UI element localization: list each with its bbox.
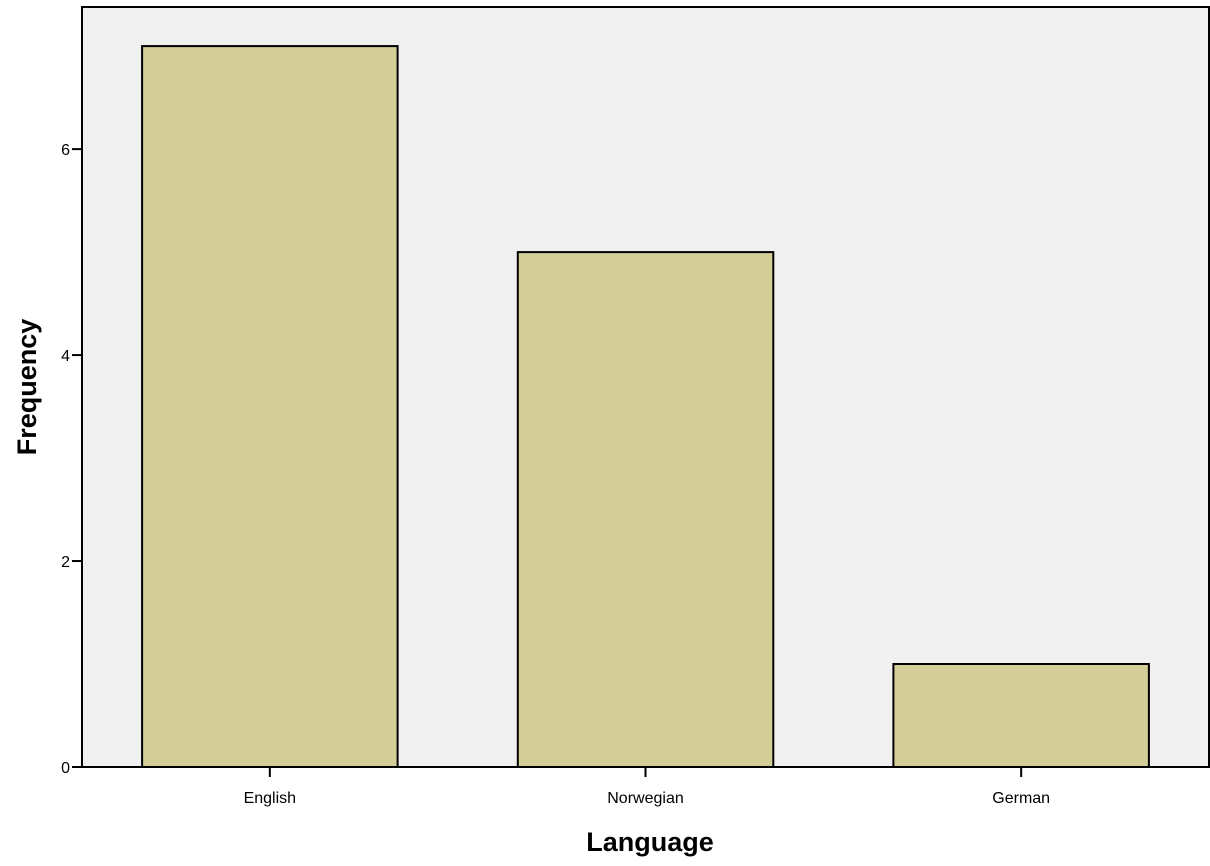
y-axis: 0 2 4 6 xyxy=(61,142,82,777)
y-axis-title: Frequency xyxy=(12,319,42,456)
x-tick-label: Norwegian xyxy=(607,790,683,807)
y-tick-label: 0 xyxy=(61,760,70,777)
bar-norwegian xyxy=(516,251,775,769)
x-tick-label: German xyxy=(992,790,1050,807)
y-tick-label: 6 xyxy=(61,142,70,159)
x-axis: English Norwegian German xyxy=(244,767,1050,807)
bar-english xyxy=(141,45,399,769)
x-tick-label: English xyxy=(244,790,296,807)
y-tick-label: 2 xyxy=(61,554,70,571)
x-axis-title: Language xyxy=(586,827,714,857)
bar-german xyxy=(892,663,1150,768)
y-tick-label: 4 xyxy=(61,348,70,365)
bars-group xyxy=(141,45,1150,769)
